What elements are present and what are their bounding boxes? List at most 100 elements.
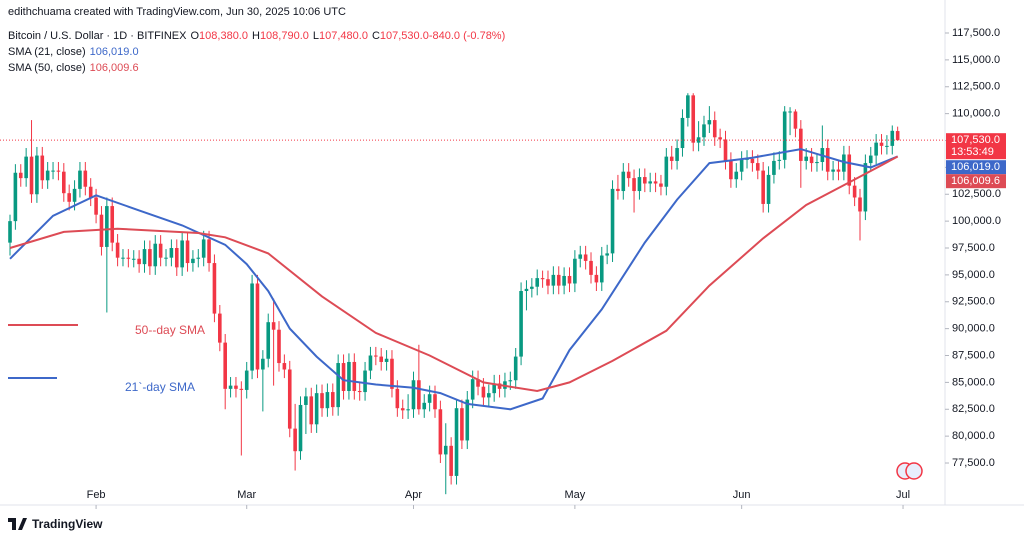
symbol-title: Bitcoin / U.S. Dollar · 1D · BITFINEX	[8, 30, 187, 42]
candle-body	[637, 177, 642, 192]
y-tick-label: 97,500.0	[952, 242, 995, 254]
sma-line	[9, 148, 899, 411]
candle-body	[659, 183, 663, 187]
candle-body	[24, 156, 28, 179]
candle-body	[88, 186, 93, 198]
candle-body	[567, 275, 572, 284]
candle-body	[185, 240, 190, 264]
candle-body	[374, 355, 378, 357]
candle-body	[368, 355, 373, 371]
footer-logo: TradingView	[8, 517, 103, 531]
candle-body	[723, 139, 728, 161]
candle-body	[40, 155, 45, 181]
candle-body	[417, 380, 421, 410]
candle-body	[347, 361, 351, 391]
countdown-label: 13:53:49	[951, 146, 994, 158]
candle-body	[191, 258, 195, 264]
candle-body	[465, 399, 470, 441]
candle-body	[573, 258, 577, 284]
candle-body	[309, 396, 314, 425]
candle-body	[626, 171, 631, 179]
candle-body	[815, 162, 819, 164]
candle-body	[632, 178, 636, 192]
candle-body	[56, 170, 61, 172]
candle-body	[556, 274, 561, 286]
candle-body	[153, 243, 158, 267]
candle-body	[228, 385, 233, 389]
candle-body	[653, 181, 658, 184]
annotation-text: 21`-day SMA	[125, 380, 195, 394]
y-tick-label: 112,500.0	[952, 81, 1000, 93]
candle-body	[142, 249, 147, 265]
candle-body	[476, 379, 480, 387]
candle-body	[755, 163, 760, 171]
candle-body	[239, 388, 244, 390]
sma-legend: SMA (50, close) 106,009.6	[8, 62, 139, 74]
candle-body	[497, 383, 502, 389]
candle-body	[35, 155, 39, 195]
candle-body	[234, 385, 238, 389]
candle-body	[341, 363, 346, 391]
ohlc-key: C	[372, 30, 380, 42]
candle-body	[438, 409, 443, 455]
candle-body	[29, 156, 34, 195]
footer-text: TradingView	[32, 517, 103, 531]
candle-body	[599, 255, 604, 283]
candle-body	[271, 322, 276, 330]
y-tick-label: 77,500.0	[952, 457, 995, 469]
y-tick-label: 110,000.0	[952, 108, 1000, 120]
symbol-legend: Bitcoin / U.S. Dollar · 1D · BITFINEX O10…	[8, 30, 505, 42]
candle-body	[772, 160, 776, 175]
candle-body	[169, 248, 174, 258]
ohlc-key: L	[313, 30, 319, 42]
candle-body	[750, 158, 755, 164]
last-price-label: 107,530.0	[951, 134, 1000, 146]
candle-body	[546, 279, 550, 286]
x-tick-label: Mar	[237, 489, 256, 501]
candle-body	[675, 148, 679, 161]
candle-body	[739, 159, 744, 172]
candle-body	[519, 291, 523, 357]
candle-body	[825, 148, 830, 172]
candle-body	[330, 392, 335, 408]
candle-body	[610, 188, 615, 254]
candle-body	[842, 154, 846, 172]
candle-body	[492, 383, 496, 394]
candle-body	[594, 274, 599, 283]
candle-body	[777, 159, 782, 161]
candle-body	[18, 172, 23, 179]
annotation-text: 50--day SMA	[135, 323, 205, 337]
candle-body	[78, 170, 82, 189]
candle-body	[530, 286, 534, 289]
x-tick-label: May	[564, 489, 585, 501]
candle-body	[793, 111, 798, 129]
candle-body	[433, 394, 437, 410]
candle-body	[218, 313, 222, 343]
candle-body	[72, 188, 77, 202]
candle-body	[691, 95, 696, 143]
candle-body	[487, 393, 491, 398]
x-tick-label: Apr	[405, 489, 422, 501]
candle-body	[121, 257, 125, 259]
candle-body	[712, 120, 717, 138]
candle-body	[255, 283, 260, 370]
candle-body	[293, 428, 297, 452]
candle-body	[605, 253, 609, 256]
candle-body	[411, 380, 416, 410]
candle-body	[513, 356, 518, 381]
candle-body	[664, 156, 669, 187]
candle-body	[352, 361, 357, 391]
y-tick-label: 80,000.0	[952, 430, 995, 442]
candle-body	[363, 370, 367, 393]
x-tick-label: Feb	[87, 489, 106, 501]
candle-body	[196, 257, 201, 259]
sma-name: SMA (50, close)	[8, 62, 86, 74]
logo-mark	[8, 518, 27, 530]
candle-body	[524, 288, 529, 292]
ohlc-value: -840.0 (-0.78%)	[429, 30, 505, 42]
candle-body	[836, 169, 841, 172]
candle-body	[336, 363, 340, 408]
